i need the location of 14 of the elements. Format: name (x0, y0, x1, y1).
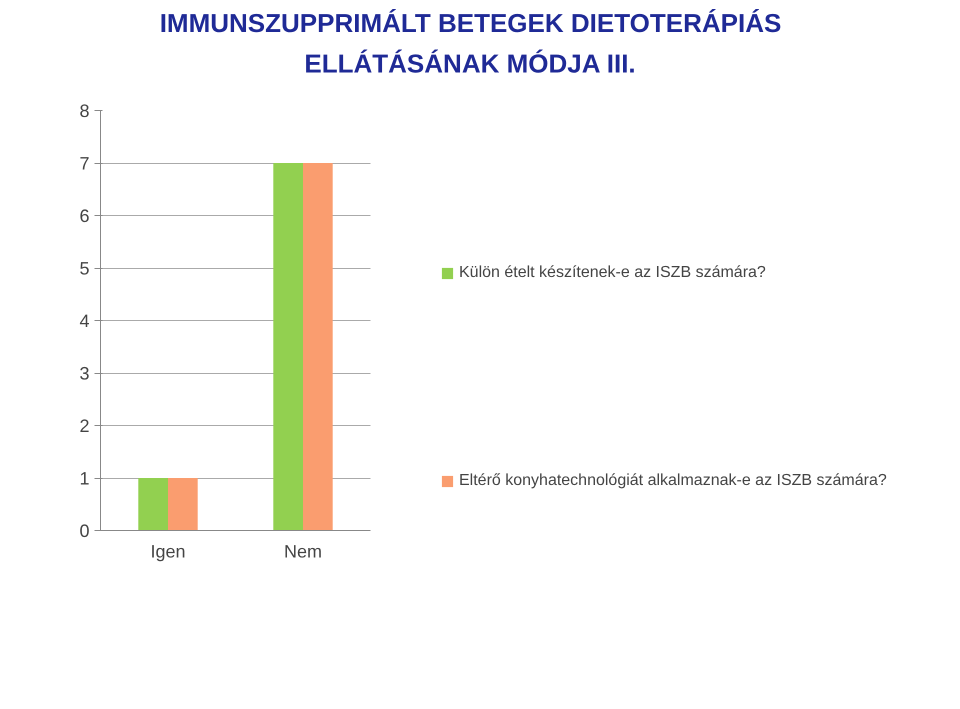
y-tick-label: 2 (79, 416, 90, 436)
y-tick-label: 8 (79, 101, 90, 121)
y-tick-label: 4 (79, 311, 90, 331)
y-tick-label: 1 (79, 468, 90, 488)
legend-label: Eltérő konyhatechnológiát alkalmaznak-e az ISZB számára? (459, 472, 887, 490)
y-tick-label: 7 (79, 154, 90, 174)
x-tick-label: Nem (284, 542, 322, 562)
x-tick-label: Igen (150, 542, 186, 562)
legend-label: Külön ételt készítenek-e az ISZB számára? (459, 264, 766, 282)
y-tick-label: 0 (79, 521, 90, 541)
y-tick-label: 3 (79, 364, 90, 384)
text: IMMUNSZUPPRIMÁLT BETEGEK DIETOTERÁPIÁS ELLÁTÁSÁNAK MÓDJA III. (160, 8, 782, 78)
y-tick-label: 6 (79, 206, 90, 226)
y-tick-label: 5 (79, 258, 90, 278)
